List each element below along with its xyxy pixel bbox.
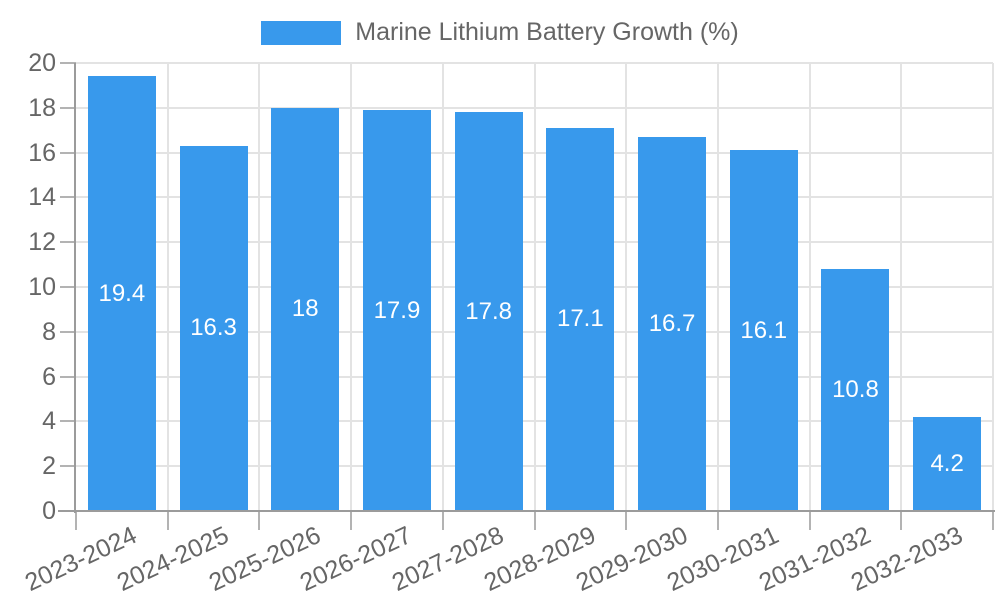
chart-legend[interactable]: Marine Lithium Battery Growth (%) <box>0 18 1000 47</box>
gridline-v <box>716 63 719 511</box>
x-tick-mark <box>900 512 903 530</box>
bar-value-label: 17.1 <box>556 305 604 333</box>
bar <box>729 150 798 510</box>
bar-value-label: 10.8 <box>832 376 879 404</box>
y-tick-mark <box>60 196 76 199</box>
bar <box>546 127 615 510</box>
gridline-v <box>992 63 994 511</box>
x-tick-mark <box>258 512 261 530</box>
y-axis-line <box>74 63 76 513</box>
gridline-v <box>808 63 811 511</box>
y-tick-mark <box>60 330 76 333</box>
y-tick-label: 16 <box>28 138 56 167</box>
bar-value-label: 18 <box>291 295 319 323</box>
bar-value-label: 16.7 <box>648 309 696 337</box>
gridline-v <box>350 63 353 511</box>
bar-value-label: 16.3 <box>190 314 237 342</box>
bar <box>362 110 431 510</box>
y-tick-label: 8 <box>42 317 56 346</box>
bar <box>454 112 523 510</box>
legend-label: Marine Lithium Battery Growth (%) <box>355 18 739 46</box>
x-tick-mark <box>350 512 353 530</box>
y-tick-mark <box>60 106 76 109</box>
bar <box>821 269 890 510</box>
x-axis-line <box>58 510 995 512</box>
y-tick-mark <box>60 286 76 288</box>
gridline-v <box>625 63 628 511</box>
x-tick-mark <box>716 512 719 530</box>
x-tick-mark <box>166 512 169 530</box>
y-tick-label: 2 <box>42 452 56 481</box>
y-tick-label: 18 <box>28 93 56 122</box>
bar-value-label: 19.4 <box>98 279 146 307</box>
gridline-v <box>900 63 903 511</box>
x-tick-mark <box>625 512 628 530</box>
x-tick-mark <box>441 512 444 530</box>
gridline-v <box>533 63 536 511</box>
x-tick-mark <box>75 512 77 530</box>
gridline-v <box>258 63 261 511</box>
y-tick-label: 10 <box>28 273 56 301</box>
y-tick-mark <box>60 465 76 468</box>
x-tick-mark <box>992 512 994 530</box>
y-tick-mark <box>60 241 76 244</box>
bar <box>638 136 707 510</box>
y-tick-mark <box>60 375 76 378</box>
legend-color-box <box>261 20 342 45</box>
y-tick-label: 6 <box>42 362 56 391</box>
y-tick-label: 0 <box>42 497 56 525</box>
bar-value-label: 4.2 <box>930 449 964 477</box>
x-tick-mark <box>533 512 536 530</box>
bar <box>87 76 156 510</box>
gridline-v <box>166 63 169 511</box>
bar <box>271 107 340 510</box>
bar <box>179 145 248 510</box>
bar-value-label: 16.1 <box>740 316 788 344</box>
y-tick-mark <box>60 420 76 423</box>
y-tick-label: 20 <box>28 49 56 77</box>
y-tick-mark <box>60 62 76 64</box>
y-tick-label: 14 <box>28 183 56 212</box>
bar-value-label: 17.9 <box>373 296 421 324</box>
x-tick-mark <box>808 512 811 530</box>
bar-value-label: 17.8 <box>465 297 512 325</box>
bar <box>913 416 982 510</box>
y-tick-label: 4 <box>42 407 56 436</box>
y-tick-label: 12 <box>28 228 56 257</box>
y-tick-mark <box>60 151 76 154</box>
gridline-v <box>441 63 444 511</box>
